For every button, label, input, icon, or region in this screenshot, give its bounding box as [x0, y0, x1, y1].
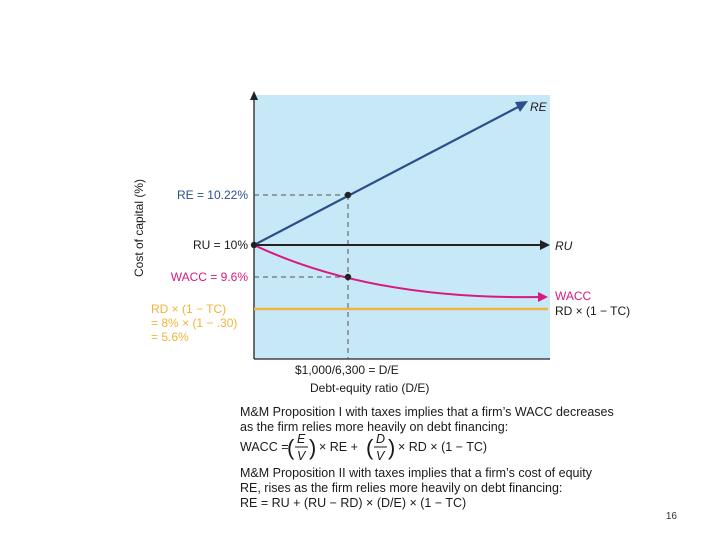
label-re-value: RE = 10.22% — [177, 188, 248, 202]
prop1-line1: M&M Proposition I with taxes implies tha… — [240, 405, 614, 419]
fraction-e-over-v: ( E V ) — [287, 432, 316, 463]
label-ru-value: RU = 10% — [193, 238, 248, 252]
label-rd-line1: RD × (1 − TC) — [151, 302, 226, 316]
y-axis-title: Cost of capital (%) — [132, 179, 146, 277]
end-label-ru: RU — [555, 239, 573, 253]
paren-open-1: ( — [287, 435, 295, 460]
y-axis-arrow — [250, 91, 258, 100]
prop2-formula: RE = RU + (RU − RD) × (D/E) × (1 − TC) — [240, 496, 466, 510]
paren-close-2: ) — [388, 435, 395, 460]
fraction-d-over-v: ( D V ) — [366, 432, 395, 463]
ru-arrow — [540, 240, 550, 250]
label-rd-line2: = 8% × (1 − .30) — [151, 316, 237, 330]
point-re — [344, 191, 352, 199]
end-label-wacc: WACC — [555, 289, 592, 303]
frac1-numerator: E — [297, 432, 306, 446]
prop1-line2: as the firm relies more heavily on debt … — [240, 420, 508, 434]
x-axis-title: Debt-equity ratio (D/E) — [310, 381, 429, 395]
paren-close-1: ) — [309, 435, 316, 460]
frac1-denominator: V — [297, 449, 307, 463]
series-line-re — [253, 105, 521, 246]
series-line-wacc — [253, 244, 541, 299]
frac2-numerator: D — [376, 432, 385, 446]
wacc-formula-rhs: × RD × (1 − TC) — [398, 440, 487, 454]
prop2-line2: RE, rises as the firm relies more heavil… — [240, 481, 562, 495]
x-marker-label: $1,000/6,300 = D/E — [295, 363, 399, 377]
wacc-arrow — [538, 292, 548, 302]
frac2-denominator: V — [376, 449, 386, 463]
point-wacc — [344, 273, 352, 281]
plot-area — [254, 95, 550, 359]
wacc-formula-mid: × RE + — [319, 440, 358, 454]
prop2-line1: M&M Proposition II with taxes implies th… — [240, 466, 593, 480]
label-wacc-value: WACC = 9.6% — [171, 270, 249, 284]
point-origin — [250, 241, 258, 249]
end-label-rd: RD × (1 − TC) — [555, 304, 630, 318]
wacc-formula-lhs: WACC = — [240, 440, 289, 454]
paren-open-2: ( — [366, 435, 374, 460]
page-number: 16 — [666, 511, 678, 522]
re-arrow — [515, 101, 528, 112]
end-label-re: RE — [530, 100, 548, 114]
label-rd-line3: = 5.6% — [151, 330, 189, 344]
